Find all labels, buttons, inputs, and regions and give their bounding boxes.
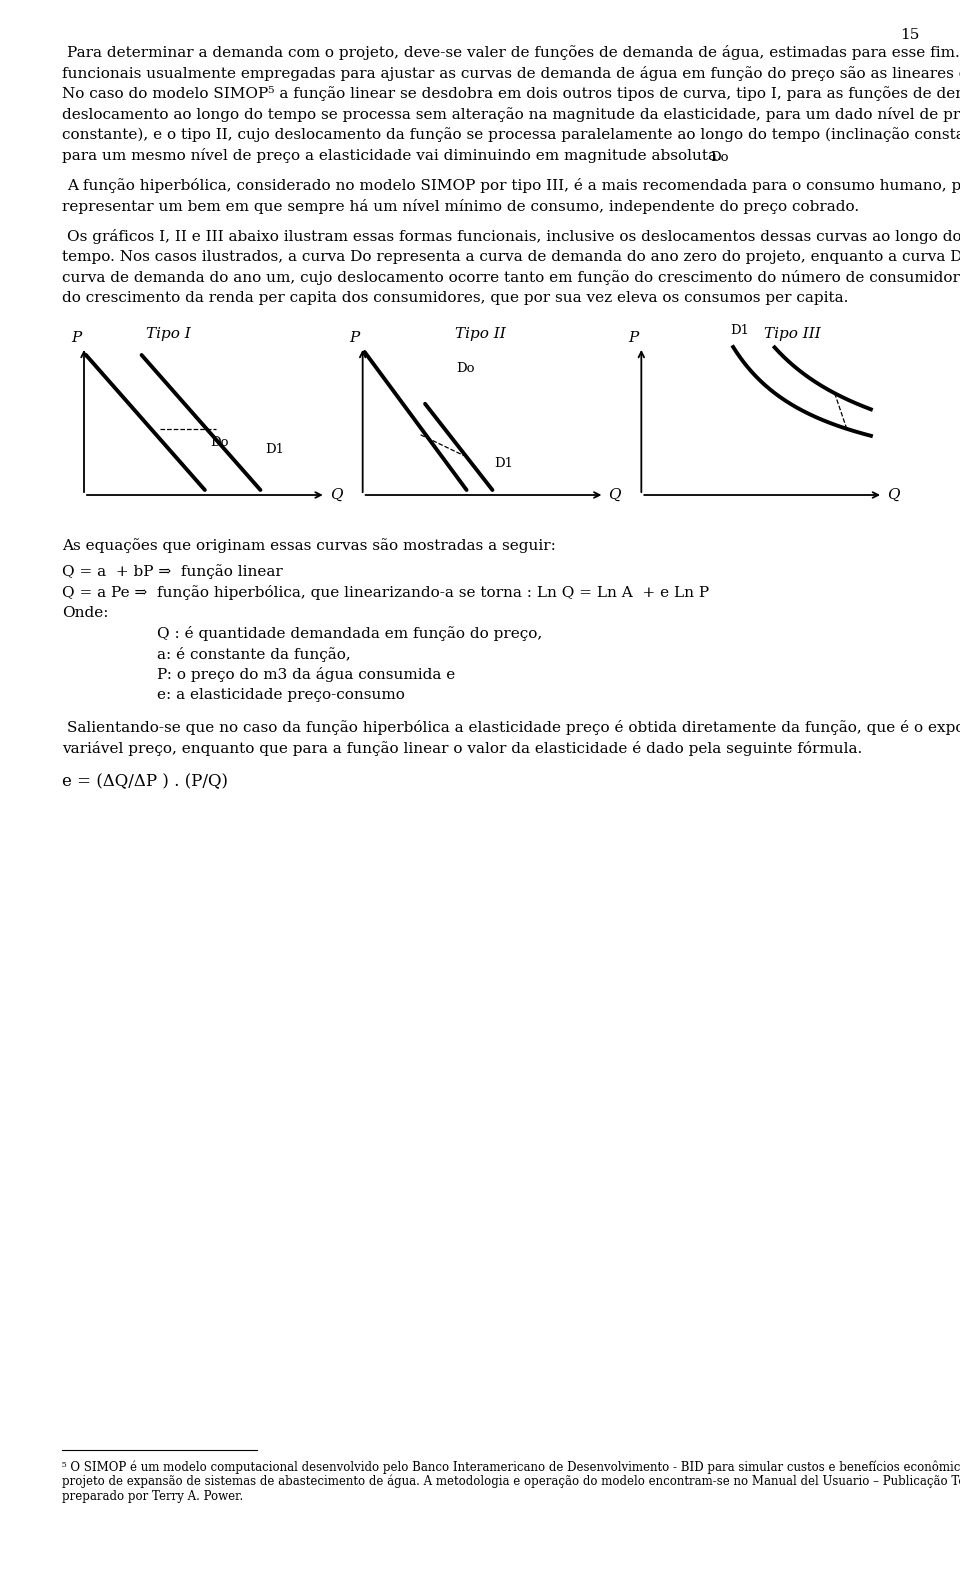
Text: D1: D1 [265,443,284,455]
Text: Tipo II: Tipo II [455,326,505,340]
Text: Do: Do [457,362,475,375]
Text: Q = a Pe ⇒  função hiperbólica, que linearizando-a se torna : Ln Q = Ln A  + e L: Q = a Pe ⇒ função hiperbólica, que linea… [62,585,709,600]
Text: No caso do modelo SIMOP⁵ a função linear se desdobra em dois outros tipos de cur: No caso do modelo SIMOP⁵ a função linear… [62,87,960,101]
Text: Salientando-se que no caso da função hiperbólica a elasticidade preço é obtida d: Salientando-se que no caso da função hip… [67,720,960,734]
Text: preparado por Terry A. Power.: preparado por Terry A. Power. [62,1489,243,1504]
Text: e: a elasticidade preço-consumo: e: a elasticidade preço-consumo [157,687,405,701]
Text: funcionais usualmente empregadas para ajustar as curvas de demanda de água em fu: funcionais usualmente empregadas para aj… [62,66,960,80]
Text: P: P [349,331,360,345]
Text: Tipo III: Tipo III [764,326,821,340]
Text: para um mesmo nível de preço a elasticidade vai diminuindo em magnitude absoluta: para um mesmo nível de preço a elasticid… [62,148,722,162]
Text: representar um bem em que sempre há um nível mínimo de consumo, independente do : representar um bem em que sempre há um n… [62,199,859,213]
Text: As equações que originam essas curvas são mostradas a seguir:: As equações que originam essas curvas sã… [62,537,556,553]
Text: 15: 15 [900,28,920,43]
Text: ⁵ O SIMOP é um modelo computacional desenvolvido pelo Banco Interamericano de De: ⁵ O SIMOP é um modelo computacional dese… [62,1459,960,1474]
Text: projeto de expansão de sistemas de abastecimento de água. A metodologia e operaç: projeto de expansão de sistemas de abast… [62,1475,960,1488]
Text: variável preço, enquanto que para a função linear o valor da elasticidade é dado: variável preço, enquanto que para a funç… [62,741,862,755]
Text: Q: Q [609,489,621,503]
Text: Q: Q [887,489,900,503]
Text: D1: D1 [731,325,750,337]
Text: P: P [628,331,638,345]
Text: Q : é quantidade demandada em função do preço,: Q : é quantidade demandada em função do … [157,626,542,641]
Text: tempo. Nos casos ilustrados, a curva Do representa a curva de demanda do ano zer: tempo. Nos casos ilustrados, a curva Do … [62,249,960,263]
Text: P: o preço do m3 da água consumida e: P: o preço do m3 da água consumida e [157,667,455,682]
Text: Q: Q [329,489,342,503]
Text: a: é constante da função,: a: é constante da função, [157,646,350,662]
Text: deslocamento ao longo do tempo se processa sem alteração na magnitude da elastic: deslocamento ao longo do tempo se proces… [62,107,960,121]
Text: A função hiperbólica, considerado no modelo SIMOP por tipo III, é a mais recomen: A função hiperbólica, considerado no mod… [67,178,960,192]
Text: Os gráficos I, II e III abaixo ilustram essas formas funcionais, inclusive os de: Os gráficos I, II e III abaixo ilustram … [67,229,960,244]
Text: do crescimento da renda per capita dos consumidores, que por sua vez eleva os co: do crescimento da renda per capita dos c… [62,290,849,304]
Text: D1: D1 [494,457,514,470]
Text: curva de demanda do ano um, cujo deslocamento ocorre tanto em função do crescime: curva de demanda do ano um, cujo desloca… [62,269,960,285]
Text: Do: Do [210,437,228,449]
Text: P: P [71,331,81,345]
Text: Tipo I: Tipo I [146,326,190,340]
Text: Onde:: Onde: [62,605,108,619]
Text: Do: Do [709,151,729,164]
Text: Para determinar a demanda com o projeto, deve-se valer de funções de demanda de : Para determinar a demanda com o projeto,… [67,46,960,60]
Text: e = (ΔQ/ΔP ) . (P/Q): e = (ΔQ/ΔP ) . (P/Q) [62,772,228,790]
Text: Q = a  + bP ⇒  função linear: Q = a + bP ⇒ função linear [62,564,283,580]
Text: constante), e o tipo II, cujo deslocamento da função se processa paralelamente a: constante), e o tipo II, cujo deslocamen… [62,128,960,142]
